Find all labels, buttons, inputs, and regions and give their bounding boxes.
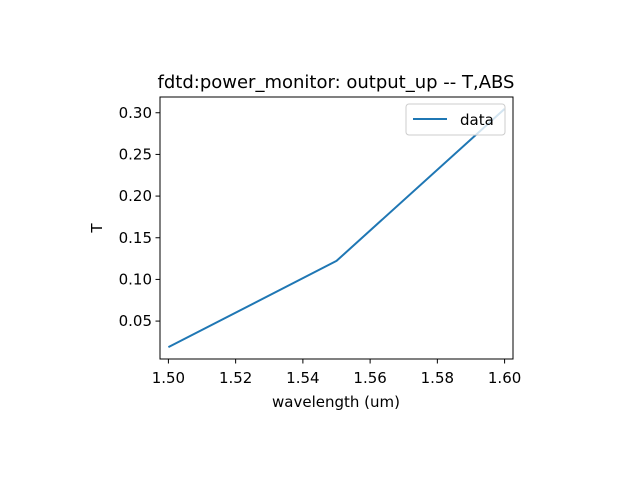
legend: data bbox=[405, 103, 506, 136]
y-tick-label: 0.30 bbox=[119, 104, 152, 122]
x-tick-label: 1.60 bbox=[488, 369, 521, 387]
legend-label: data bbox=[460, 111, 494, 129]
x-tick-label: 1.52 bbox=[219, 369, 252, 387]
y-axis-ticks: 0.05 0.10 0.15 0.20 0.25 0.30 bbox=[119, 104, 160, 330]
legend-box bbox=[405, 103, 506, 136]
y-tick-label: 0.25 bbox=[119, 145, 152, 163]
y-tick-label: 0.15 bbox=[119, 229, 152, 247]
y-tick-label: 0.20 bbox=[119, 187, 152, 205]
plot-area bbox=[167, 108, 506, 348]
x-tick-label: 1.58 bbox=[421, 369, 454, 387]
x-tick-label: 1.56 bbox=[353, 369, 386, 387]
plot-frame bbox=[159, 96, 514, 360]
x-tick-label: 1.54 bbox=[286, 369, 319, 387]
series-line-data bbox=[167, 108, 506, 348]
chart-title: fdtd:power_monitor: output_up -- T,ABS bbox=[158, 72, 515, 93]
x-tick-label: 1.50 bbox=[152, 369, 185, 387]
x-axis-ticks: 1.50 1.52 1.54 1.56 1.58 1.60 bbox=[152, 359, 521, 387]
y-tick-label: 0.05 bbox=[119, 312, 152, 330]
x-axis-label: wavelength (um) bbox=[272, 393, 400, 411]
y-axis-label: T bbox=[88, 223, 106, 234]
y-tick-label: 0.10 bbox=[119, 270, 152, 288]
